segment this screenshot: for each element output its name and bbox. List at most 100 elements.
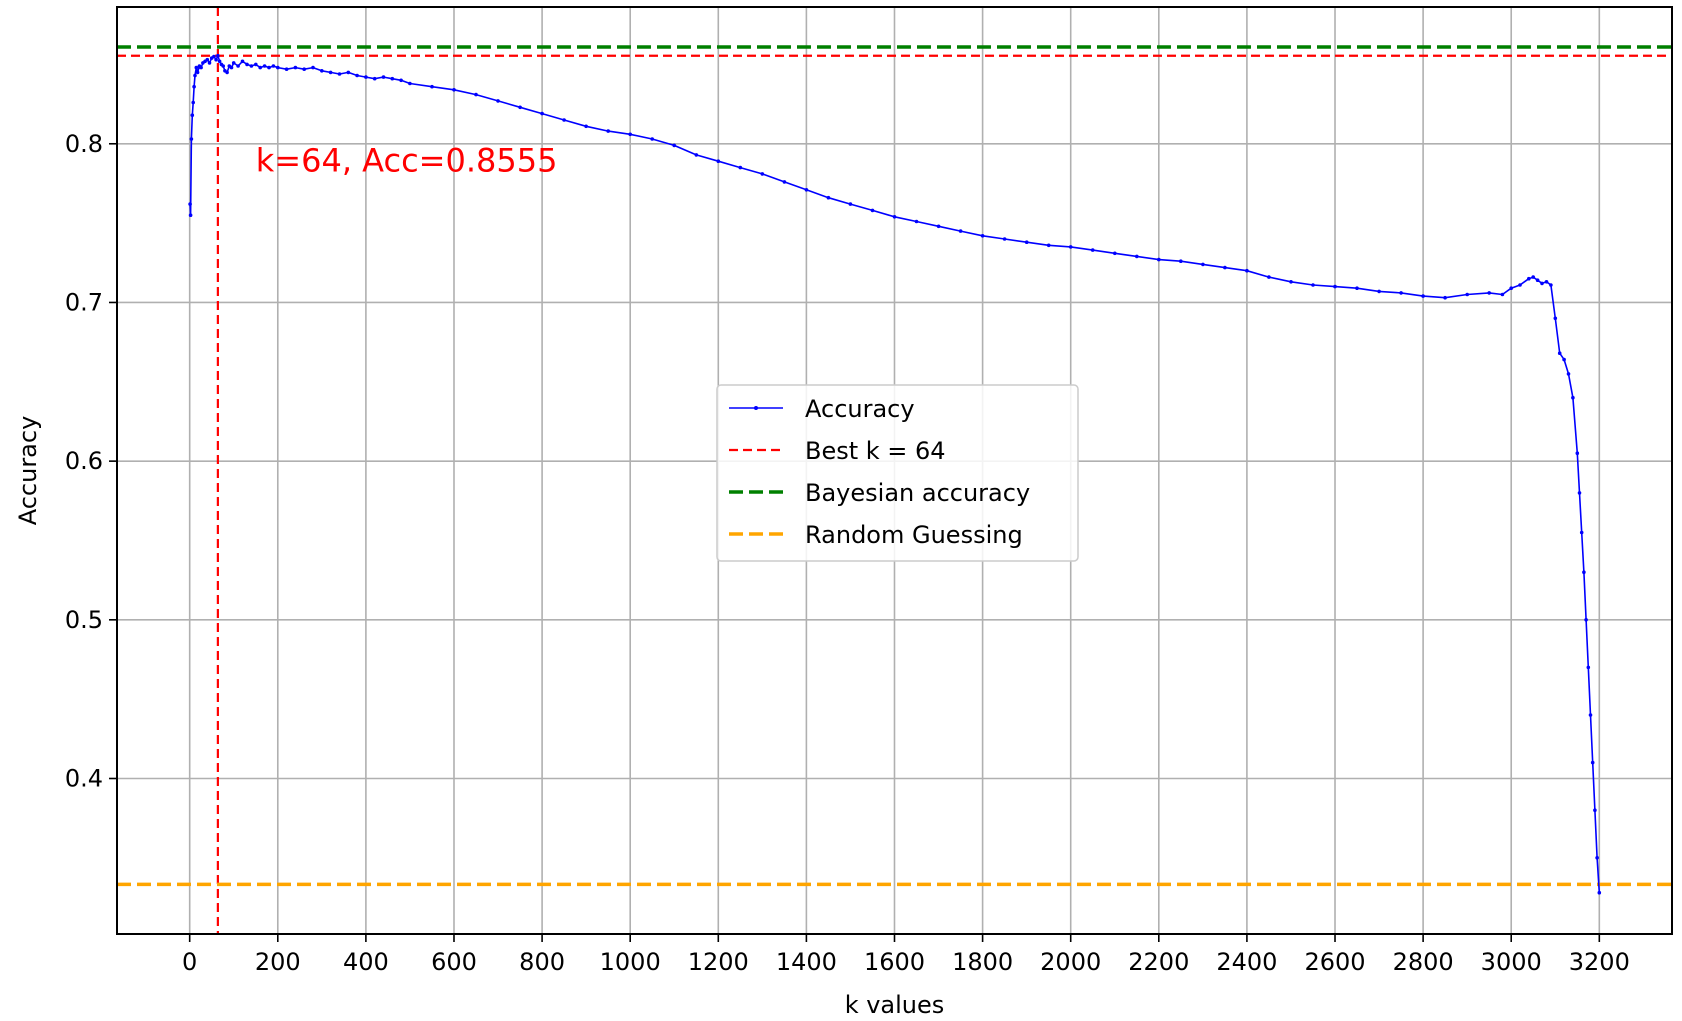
- accuracy-point: [1311, 283, 1315, 287]
- accuracy-point: [284, 67, 289, 71]
- legend-marker-accuracy: [754, 406, 758, 410]
- accuracy-point: [804, 188, 809, 192]
- accuracy-point: [1549, 283, 1553, 287]
- accuracy-point: [1590, 760, 1595, 765]
- accuracy-point: [207, 61, 212, 65]
- accuracy-point: [1201, 262, 1205, 267]
- accuracy-point: [1377, 289, 1381, 294]
- accuracy-point: [430, 84, 434, 89]
- y-tick-label: 0.8: [65, 130, 103, 158]
- accuracy-point: [496, 99, 500, 103]
- x-tick-label: 1400: [776, 948, 837, 976]
- accuracy-point: [229, 65, 234, 70]
- accuracy-point: [364, 75, 368, 79]
- x-tick-label: 1600: [864, 948, 925, 976]
- accuracy-point: [408, 81, 412, 86]
- accuracy-point: [346, 70, 351, 75]
- accuracy-point: [320, 69, 324, 73]
- accuracy-point: [914, 219, 919, 224]
- accuracy-point: [225, 70, 229, 75]
- accuracy-point: [194, 65, 199, 70]
- accuracy-point: [355, 73, 359, 78]
- accuracy-point: [191, 100, 195, 105]
- x-tick-label: 800: [519, 948, 565, 976]
- accuracy-point: [221, 64, 225, 68]
- accuracy-point: [1527, 276, 1531, 281]
- accuracy-point: [958, 229, 963, 233]
- accuracy-point: [212, 54, 216, 59]
- x-tick-label: 200: [255, 948, 301, 976]
- accuracy-point: [1562, 357, 1566, 362]
- accuracy-point: [245, 62, 249, 67]
- accuracy-point: [1179, 259, 1183, 264]
- x-tick-label: 400: [343, 948, 389, 976]
- accuracy-point: [188, 202, 192, 206]
- accuracy-point: [188, 213, 193, 217]
- accuracy-point: [1557, 351, 1562, 356]
- accuracy-point: [199, 65, 203, 70]
- accuracy-point: [1597, 890, 1602, 895]
- x-axis-label: k values: [845, 991, 945, 1019]
- accuracy-point: [1465, 292, 1469, 297]
- accuracy-point: [1355, 286, 1359, 291]
- accuracy-point: [628, 132, 632, 137]
- accuracy-point: [1531, 275, 1535, 279]
- legend-label-best-k: Best k = 64: [805, 437, 946, 465]
- accuracy-point: [782, 180, 787, 184]
- accuracy-point: [1588, 713, 1593, 717]
- best-k-annotation: k=64, Acc=0.8555: [256, 142, 558, 180]
- accuracy-point: [240, 59, 245, 64]
- reference-lines: [117, 7, 1672, 934]
- accuracy-point: [258, 65, 263, 70]
- accuracy-point: [276, 65, 280, 70]
- legend-item-random: Random Guessing: [729, 521, 1023, 549]
- accuracy-point: [848, 202, 853, 206]
- accuracy-point: [390, 76, 395, 81]
- accuracy-point: [1068, 245, 1073, 249]
- accuracy-point: [195, 70, 200, 75]
- accuracy-point: [1421, 294, 1425, 298]
- accuracy-point: [1535, 278, 1540, 283]
- accuracy-point: [870, 208, 875, 213]
- legend-label-random: Random Guessing: [805, 521, 1023, 549]
- x-tick-label: 2000: [1040, 948, 1101, 976]
- legend-item-bayesian: Bayesian accuracy: [729, 479, 1030, 507]
- x-tick-label: 2800: [1393, 948, 1454, 976]
- accuracy-point: [584, 124, 588, 129]
- legend-box: [716, 384, 1079, 562]
- accuracy-point: [980, 234, 985, 238]
- accuracy-point: [254, 62, 258, 67]
- accuracy-point: [540, 111, 544, 116]
- accuracy-point: [474, 92, 478, 97]
- accuracy-point: [216, 53, 220, 58]
- accuracy-point: [826, 195, 831, 200]
- accuracy-point: [694, 153, 699, 157]
- y-tick-label: 0.6: [65, 447, 103, 475]
- accuracy-point: [1046, 243, 1051, 248]
- accuracy-point: [1593, 808, 1597, 812]
- accuracy-point: [606, 129, 610, 133]
- x-tick-label: 0: [182, 948, 197, 976]
- accuracy-point: [1399, 291, 1403, 295]
- x-tick-label: 3200: [1569, 948, 1630, 976]
- y-axis-ticks: 0.4 0.5 0.6 0.7 0.8: [65, 130, 117, 792]
- accuracy-point: [193, 73, 197, 78]
- y-tick-label: 0.4: [65, 764, 103, 792]
- accuracy-point: [1090, 248, 1095, 252]
- accuracy-point: [1575, 451, 1580, 456]
- accuracy-point: [1566, 372, 1571, 376]
- accuracy-point: [452, 88, 456, 92]
- accuracy-point: [650, 137, 654, 141]
- accuracy-point: [214, 57, 218, 62]
- accuracy-point: [1333, 284, 1337, 289]
- accuracy-point: [672, 143, 676, 148]
- x-tick-label: 2400: [1216, 948, 1277, 976]
- accuracy-point: [1113, 251, 1117, 256]
- accuracy-point: [1584, 618, 1588, 622]
- accuracy-point: [1245, 268, 1249, 273]
- accuracy-point: [192, 84, 196, 89]
- accuracy-point: [1553, 316, 1558, 321]
- accuracy-point: [1540, 281, 1544, 286]
- accuracy-point: [337, 72, 342, 76]
- accuracy-point: [328, 70, 333, 75]
